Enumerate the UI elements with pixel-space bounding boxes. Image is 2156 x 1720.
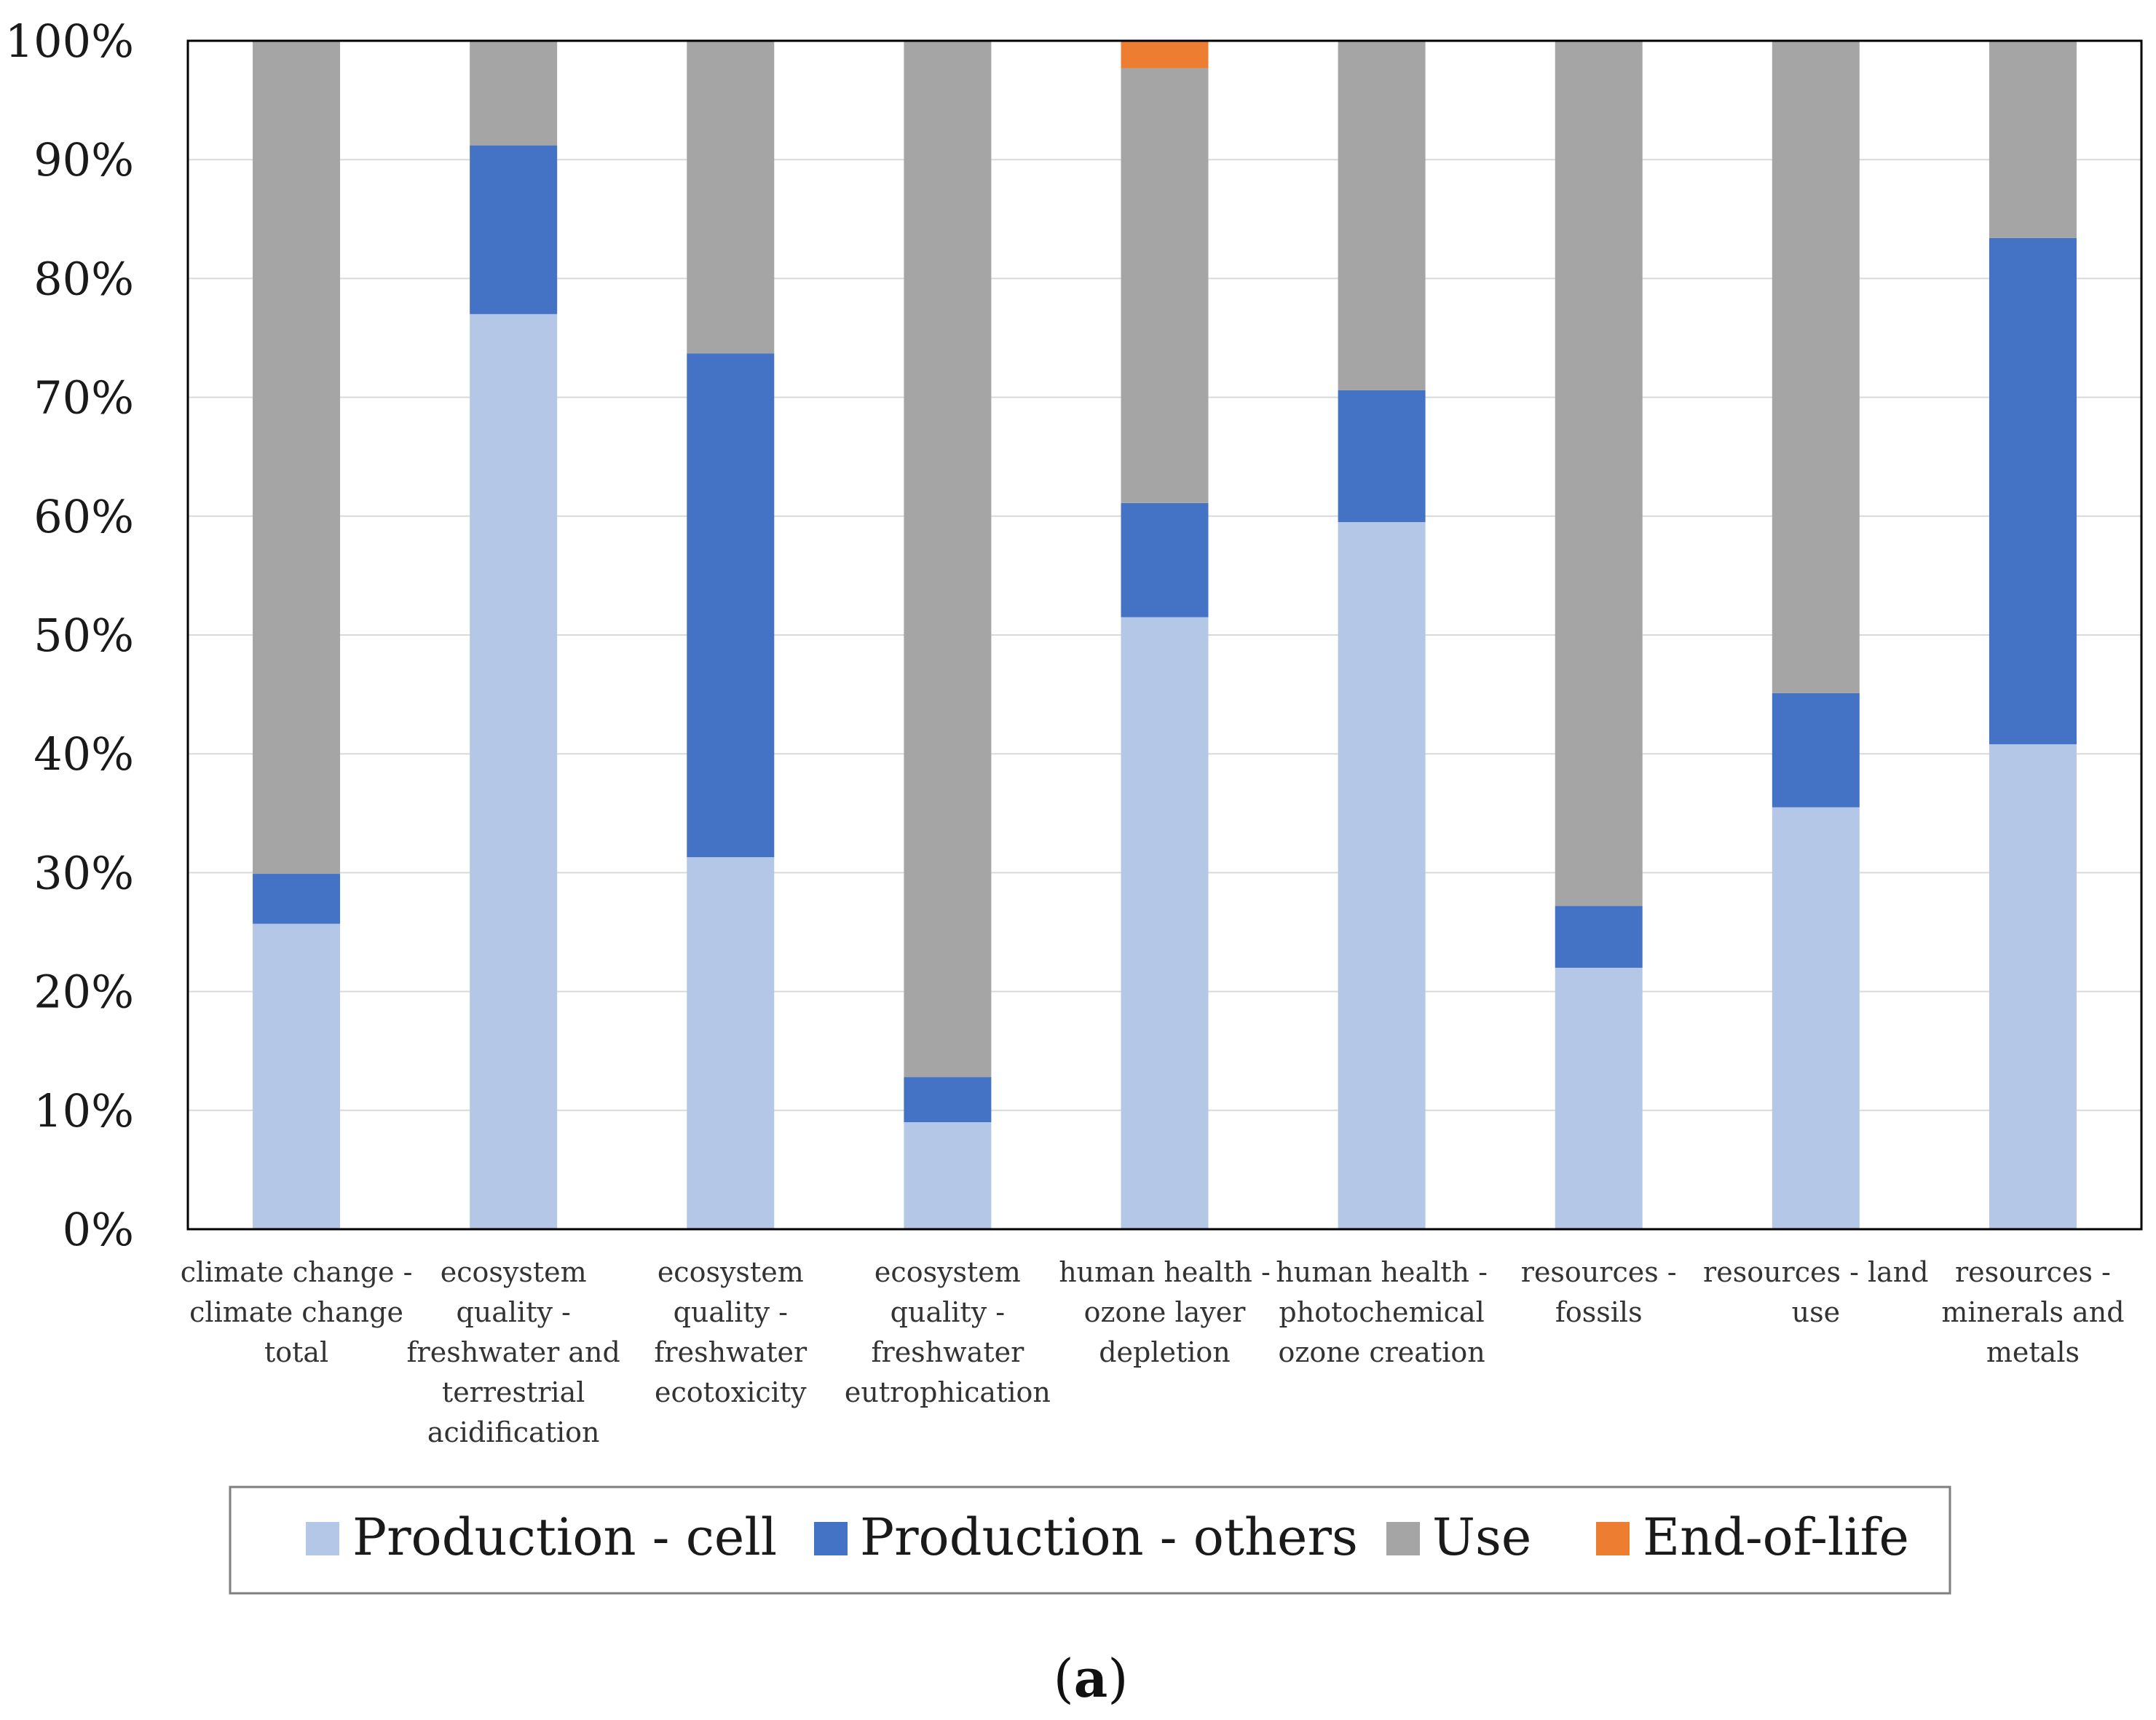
bar-segment-use	[1989, 41, 2077, 238]
bar-segment-use	[1555, 41, 1643, 907]
bar-segment-production-cell	[904, 1122, 992, 1229]
bar-segment-production-others	[687, 353, 775, 858]
legend-label-production-others: Production - others	[860, 1507, 1358, 1567]
bar-segment-production-cell	[470, 314, 558, 1229]
bar-segment-use	[253, 41, 341, 875]
y-tick-label: 0%	[63, 1203, 134, 1256]
bar-segment-use	[687, 41, 775, 354]
x-category-label: climate change -climate change total	[181, 1256, 413, 1368]
bar-segment-production-others	[1772, 693, 1860, 808]
legend-label-use: Use	[1432, 1507, 1531, 1567]
x-category-label: human health -photochemical ozone creatio…	[1276, 1256, 1488, 1368]
y-tick-label: 60%	[33, 490, 134, 543]
x-axis-categories: climate change -climate change totalecosy…	[181, 1256, 2125, 1448]
bar-segment-production-others	[1338, 390, 1426, 522]
y-tick-label: 70%	[33, 371, 134, 425]
legend-label-end-of-life: End-of-life	[1643, 1507, 1909, 1567]
y-tick-label: 90%	[33, 133, 134, 186]
bar-segment-use	[904, 41, 992, 1078]
bar-segment-production-cell	[253, 923, 341, 1229]
y-tick-label: 100%	[5, 15, 134, 68]
bars	[253, 41, 2077, 1229]
legend: Production - cell Production - others Us…	[229, 1486, 1951, 1595]
x-category-label: ecosystem quality -freshwater and terrestr…	[406, 1256, 620, 1448]
bar-segment-production-others	[1555, 906, 1643, 968]
y-tick-label: 30%	[33, 846, 134, 899]
legend-frame	[229, 1486, 1951, 1595]
x-category-label: resources - land use	[1703, 1256, 1929, 1328]
panel-label: (a)	[1054, 1647, 1129, 1709]
legend-swatch-use	[1386, 1522, 1420, 1555]
legend-swatch-production-cell	[306, 1522, 339, 1555]
bar-segment-production-cell	[1121, 617, 1209, 1229]
bar-segment-production-others	[1121, 502, 1209, 618]
bar-segment-production-cell	[687, 857, 775, 1229]
bar-segment-use	[470, 41, 558, 146]
y-tick-label: 20%	[33, 966, 134, 1019]
bar-segment-production-others	[1989, 237, 2077, 745]
bar-segment-production-others	[904, 1077, 992, 1123]
bar-segment-production-cell	[1989, 744, 2077, 1229]
bar-segment-use	[1121, 68, 1209, 503]
bar-segment-use	[1772, 41, 1860, 693]
legend-swatch-end-of-life	[1596, 1522, 1630, 1555]
x-category-label: ecosystem quality -freshwater ecotoxicity	[654, 1256, 807, 1408]
y-axis-ticks: 0% 10% 20% 30% 40% 50% 60% 70% 80% 90% 100%	[5, 15, 134, 1256]
bar-segment-end-of-life	[1121, 41, 1209, 68]
bar-segment-production-others	[470, 145, 558, 315]
legend-label-production-cell: Production - cell	[352, 1507, 777, 1567]
bar-segment-use	[1338, 41, 1426, 390]
legend-swatch-production-others	[814, 1522, 848, 1555]
x-category-label: resources -fossils	[1521, 1256, 1677, 1328]
x-category-label: ecosystem quality -freshwater eutrophicati…	[845, 1256, 1051, 1408]
y-tick-label: 50%	[33, 609, 134, 662]
x-category-label: human health -ozone layer depletion	[1059, 1256, 1271, 1368]
bar-segment-production-others	[253, 874, 341, 924]
y-tick-label: 10%	[33, 1084, 134, 1137]
x-category-label: resources -minerals and metals	[1941, 1256, 2124, 1368]
bar-segment-production-cell	[1772, 807, 1860, 1229]
bar-segment-production-cell	[1555, 967, 1643, 1229]
plot-area-frame	[186, 39, 2143, 1231]
y-tick-label: 40%	[33, 727, 134, 781]
bar-segment-production-cell	[1338, 521, 1426, 1229]
y-tick-label: 80%	[33, 252, 134, 305]
